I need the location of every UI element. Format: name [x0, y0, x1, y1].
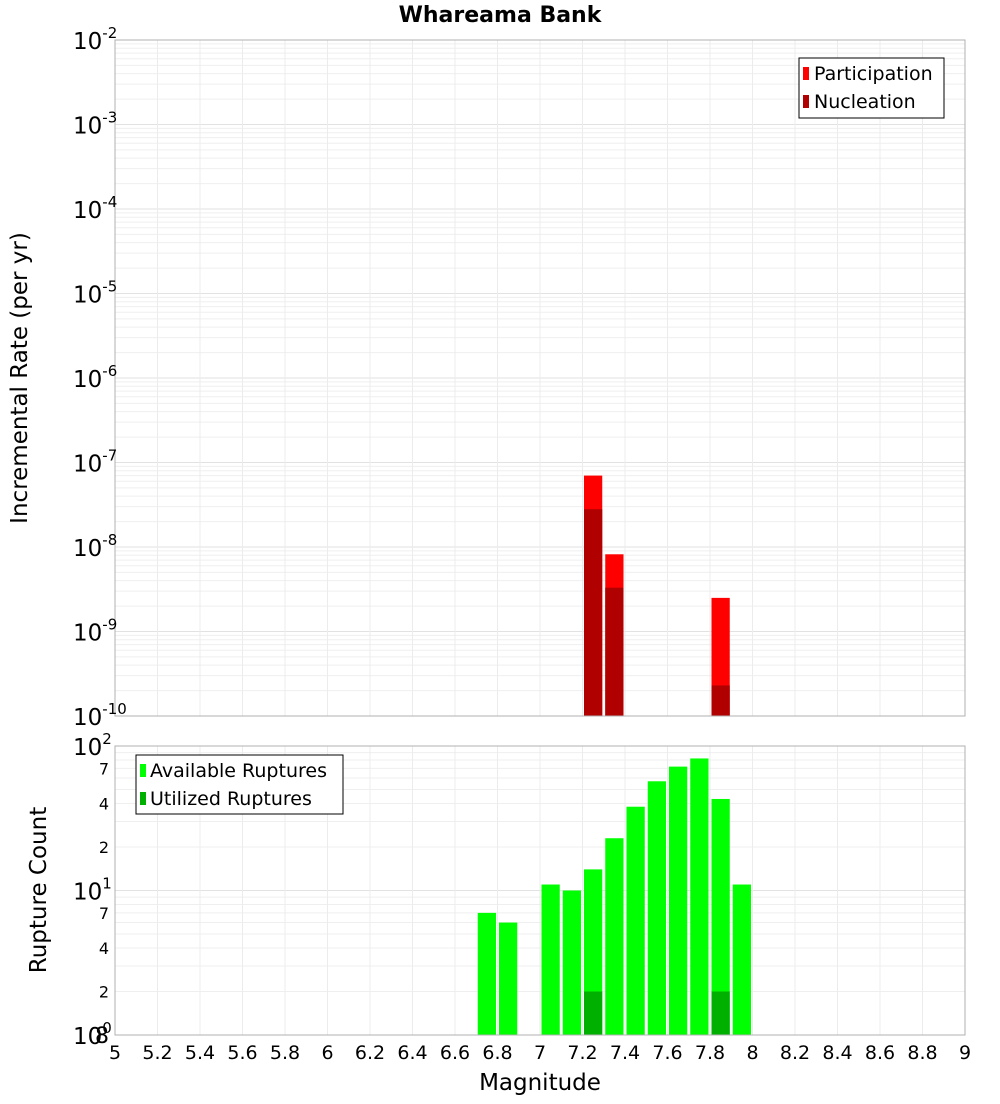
nucleation-bar: [584, 509, 603, 716]
bottom-y-tick-major: 102: [73, 730, 112, 761]
top-y-axis-label: Incremental Rate (per yr): [7, 232, 33, 524]
chart-title: Whareama Bank: [399, 3, 603, 28]
utilized-ruptures-bar: [711, 991, 730, 1035]
x-tick-label: 8.2: [780, 1042, 810, 1064]
x-tick-label: 8.6: [865, 1042, 895, 1064]
legend-available-label: Available Ruptures: [150, 760, 327, 782]
top-legend-box: [798, 57, 945, 119]
x-tick-label: 8: [746, 1042, 758, 1064]
bottom-legend: Available Ruptures Utilized Ruptures: [135, 754, 344, 815]
x-tick-label: 7.6: [652, 1042, 682, 1064]
bottom-y-tick-minor: 7: [99, 904, 109, 923]
available-ruptures-bar: [562, 890, 581, 1035]
bottom-plot-frame: [114, 745, 966, 1036]
x-tick-label: 7.8: [695, 1042, 725, 1064]
x-tick-label: 5.8: [270, 1042, 300, 1064]
x-tick-label: 6: [321, 1042, 333, 1064]
top-y-tick-label: 10-4: [73, 193, 117, 224]
legend-utilized-swatch: [140, 792, 146, 805]
available-ruptures-bar: [605, 838, 624, 1035]
x-tick-label: 6.2: [355, 1042, 385, 1064]
available-ruptures-bar: [499, 922, 518, 1035]
available-ruptures-bar: [647, 781, 666, 1035]
bottom-y-tick-labels: 102 101 100 7 4 2 7 4 2 8: [73, 730, 112, 1050]
available-ruptures-bar: [626, 806, 645, 1035]
x-tick-label: 9: [959, 1042, 971, 1064]
legend-available-swatch: [140, 764, 146, 777]
available-ruptures-bar: [711, 798, 730, 1035]
x-tick-label: 5.4: [185, 1042, 215, 1064]
legend-participation-swatch: [803, 67, 809, 80]
bottom-y-axis-label: Rupture Count: [26, 807, 52, 973]
x-tick-label: 7: [534, 1042, 546, 1064]
bottom-y-tick-minor: 2: [99, 983, 109, 1002]
top-plot-frame: [114, 39, 966, 717]
top-y-tick-label: 10-7: [73, 447, 117, 478]
x-tick-label: 5: [109, 1042, 121, 1064]
bottom-y-tick-minor: 4: [99, 939, 109, 958]
top-y-tick-label: 10-6: [73, 362, 117, 393]
top-y-tick-label: 10-8: [73, 531, 117, 562]
x-tick-label: 7.2: [567, 1042, 597, 1064]
nucleation-bar: [711, 685, 730, 716]
bottom-legend-box: [135, 754, 344, 815]
available-ruptures-bar: [669, 766, 688, 1035]
top-y-tick-label: 10-10: [73, 700, 127, 731]
x-tick-label: 6.6: [440, 1042, 470, 1064]
nucleation-bar: [605, 587, 624, 716]
available-ruptures-bar: [541, 884, 560, 1035]
x-tick-label: 5.2: [142, 1042, 172, 1064]
legend-nucleation-swatch: [803, 95, 809, 108]
top-y-tick-label: 10-2: [73, 24, 117, 55]
x-tick-label: 5.6: [227, 1042, 257, 1064]
bottom-y-tick-minor: 8: [95, 1024, 109, 1049]
bottom-y-tick-major: 100: [73, 1019, 112, 1050]
available-ruptures-bar: [732, 884, 751, 1035]
top-bars: [584, 475, 730, 716]
x-axis-label: Magnitude: [479, 1070, 601, 1096]
top-grid: [114, 40, 966, 717]
top-y-tick-label: 10-9: [73, 616, 117, 647]
bottom-bars: [477, 758, 751, 1035]
bottom-y-tick-minor: 7: [99, 759, 109, 778]
top-y-tick-labels: 10-2 10-3 10-4 10-5 10-6 10-7 10-8 10-9 10-10: [73, 24, 127, 731]
x-tick-label: 8.8: [907, 1042, 937, 1064]
bottom-y-tick-minor: 2: [99, 838, 109, 857]
bottom-y-tick-minor: 4: [99, 795, 109, 814]
top-y-tick-label: 10-5: [73, 278, 117, 309]
available-ruptures-bar: [477, 912, 496, 1035]
x-tick-label: 7.4: [610, 1042, 640, 1064]
legend-nucleation-label: Nucleation: [814, 91, 916, 113]
utilized-ruptures-bar: [584, 991, 603, 1035]
legend-participation-label: Participation: [814, 63, 933, 85]
bottom-y-tick-major: 101: [73, 875, 112, 906]
top-legend: Participation Nucleation: [798, 57, 945, 119]
top-y-tick-label: 10-3: [73, 109, 117, 140]
x-tick-label: 6.4: [397, 1042, 427, 1064]
x-tick-label: 6.8: [482, 1042, 512, 1064]
available-ruptures-bar: [690, 758, 709, 1035]
x-tick-label: 8.4: [822, 1042, 852, 1064]
x-tick-labels: 5 5.2 5.4 5.6 5.8 6 6.2 6.4 6.6 6.8 7 7.2 7.4 7.6 7.8 8…: [109, 1042, 971, 1064]
legend-utilized-label: Utilized Ruptures: [150, 788, 312, 810]
